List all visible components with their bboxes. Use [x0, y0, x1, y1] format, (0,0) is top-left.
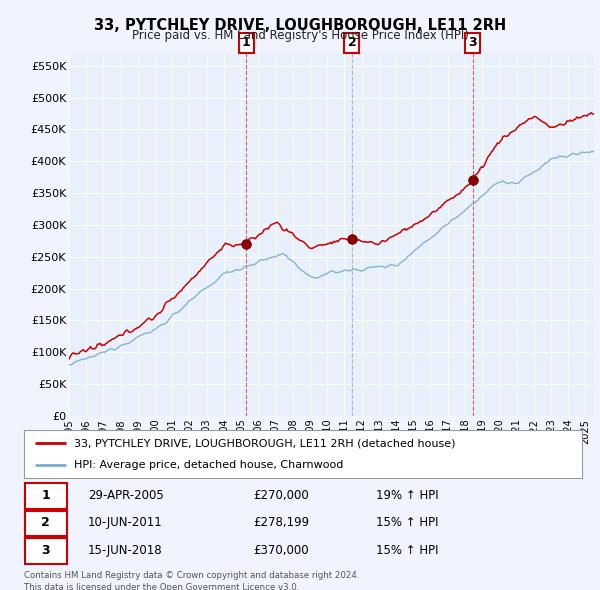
Text: 19% ↑ HPI: 19% ↑ HPI: [376, 489, 438, 502]
Text: 29-APR-2005: 29-APR-2005: [88, 489, 164, 502]
Text: Price paid vs. HM Land Registry's House Price Index (HPI): Price paid vs. HM Land Registry's House …: [131, 29, 469, 42]
FancyBboxPatch shape: [25, 511, 67, 536]
Text: 3: 3: [41, 543, 50, 556]
Text: 1: 1: [41, 489, 50, 502]
Text: 1: 1: [242, 37, 250, 50]
Text: £278,199: £278,199: [253, 516, 309, 529]
Text: 15% ↑ HPI: 15% ↑ HPI: [376, 543, 438, 556]
Text: HPI: Average price, detached house, Charnwood: HPI: Average price, detached house, Char…: [74, 460, 344, 470]
Text: £370,000: £370,000: [253, 543, 308, 556]
Text: 15-JUN-2018: 15-JUN-2018: [88, 543, 163, 556]
Text: 10-JUN-2011: 10-JUN-2011: [88, 516, 163, 529]
FancyBboxPatch shape: [25, 483, 67, 509]
Text: 2: 2: [41, 516, 50, 529]
Text: 2: 2: [347, 37, 356, 50]
Text: £270,000: £270,000: [253, 489, 308, 502]
Text: 33, PYTCHLEY DRIVE, LOUGHBOROUGH, LE11 2RH (detached house): 33, PYTCHLEY DRIVE, LOUGHBOROUGH, LE11 2…: [74, 438, 456, 448]
Text: 3: 3: [469, 37, 477, 50]
FancyBboxPatch shape: [25, 538, 67, 564]
Text: Contains HM Land Registry data © Crown copyright and database right 2024.
This d: Contains HM Land Registry data © Crown c…: [24, 571, 359, 590]
Text: 15% ↑ HPI: 15% ↑ HPI: [376, 516, 438, 529]
Text: 33, PYTCHLEY DRIVE, LOUGHBOROUGH, LE11 2RH: 33, PYTCHLEY DRIVE, LOUGHBOROUGH, LE11 2…: [94, 18, 506, 32]
